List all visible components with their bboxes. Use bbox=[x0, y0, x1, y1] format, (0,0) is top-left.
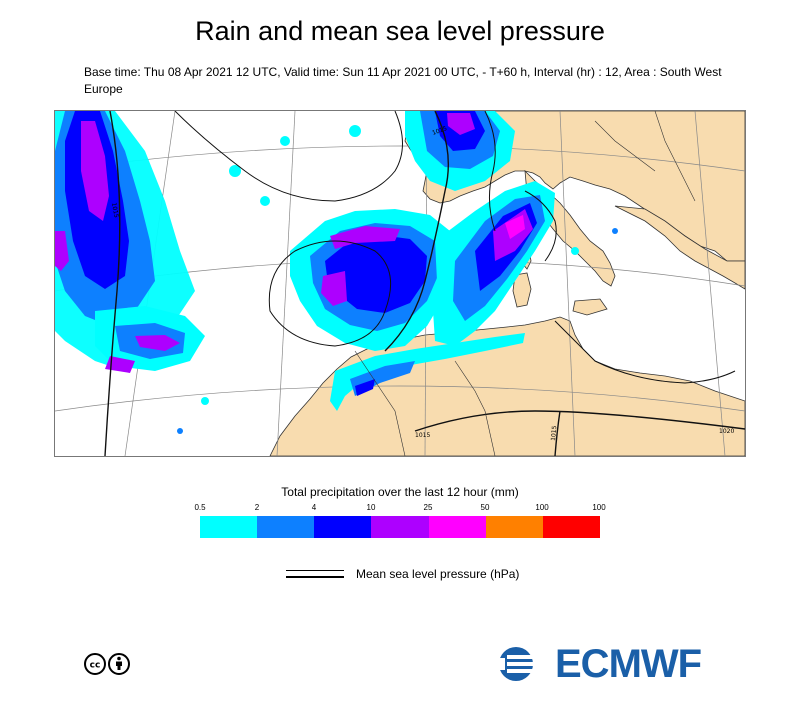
chart-title: Rain and mean sea level pressure bbox=[195, 16, 605, 46]
cc-by-icon: cc bbox=[84, 653, 130, 675]
borders bbox=[354, 111, 696, 456]
legend-tick: 50 bbox=[480, 503, 490, 512]
legend-tick: 4 bbox=[311, 503, 317, 512]
isobar-labels: 1015 1015 1020 1015 1015 bbox=[110, 125, 734, 441]
precipitation-field bbox=[55, 111, 618, 434]
north-africa-land bbox=[269, 316, 745, 456]
legend-swatch bbox=[542, 516, 600, 538]
weather-map: 1015 1015 1020 1015 1015 bbox=[54, 110, 746, 457]
legend-swatch bbox=[314, 516, 372, 538]
isobar-label: 1015 bbox=[550, 425, 558, 441]
pressure-legend-lines bbox=[286, 567, 344, 581]
legend-tick: 100 bbox=[535, 503, 549, 512]
legend-tick: 10 bbox=[366, 503, 376, 512]
ecmwf-emblem-icon bbox=[497, 647, 549, 681]
legend-swatch bbox=[428, 516, 486, 538]
ecmwf-logo: ECMWF bbox=[497, 641, 719, 686]
isobar-label: 1020 bbox=[719, 428, 734, 435]
isobar-label: 1015 bbox=[110, 202, 120, 218]
chart-subtitle: Base time: Thu 08 Apr 2021 12 UTC, Valid… bbox=[84, 65, 722, 96]
legend-swatch bbox=[485, 516, 543, 538]
sardinia-land bbox=[512, 272, 532, 308]
ecmwf-wordmark: ECMWF bbox=[555, 641, 702, 686]
isobars bbox=[104, 111, 745, 456]
legend-swatch bbox=[200, 516, 258, 538]
legend-swatch bbox=[257, 516, 315, 538]
pressure-legend-label: Mean sea level pressure (hPa) bbox=[356, 567, 520, 581]
precipitation-legend-title: Total precipitation over the last 12 hou… bbox=[281, 485, 519, 499]
legend-tick: 25 bbox=[423, 503, 433, 512]
balkans-land bbox=[614, 205, 745, 290]
sicily-land bbox=[572, 298, 608, 316]
isobar-label: 1015 bbox=[415, 432, 430, 439]
isobar-label: 1015 bbox=[431, 125, 448, 137]
legend-tick: 2 bbox=[254, 503, 260, 512]
svg-text:cc: cc bbox=[90, 661, 101, 671]
legend-tick: 100 bbox=[592, 503, 606, 512]
legend-swatch bbox=[371, 516, 429, 538]
legend-tick: 0.5 bbox=[194, 503, 206, 512]
pressure-legend: Mean sea level pressure (hPa) bbox=[286, 566, 519, 582]
precipitation-color-scale bbox=[200, 516, 600, 538]
